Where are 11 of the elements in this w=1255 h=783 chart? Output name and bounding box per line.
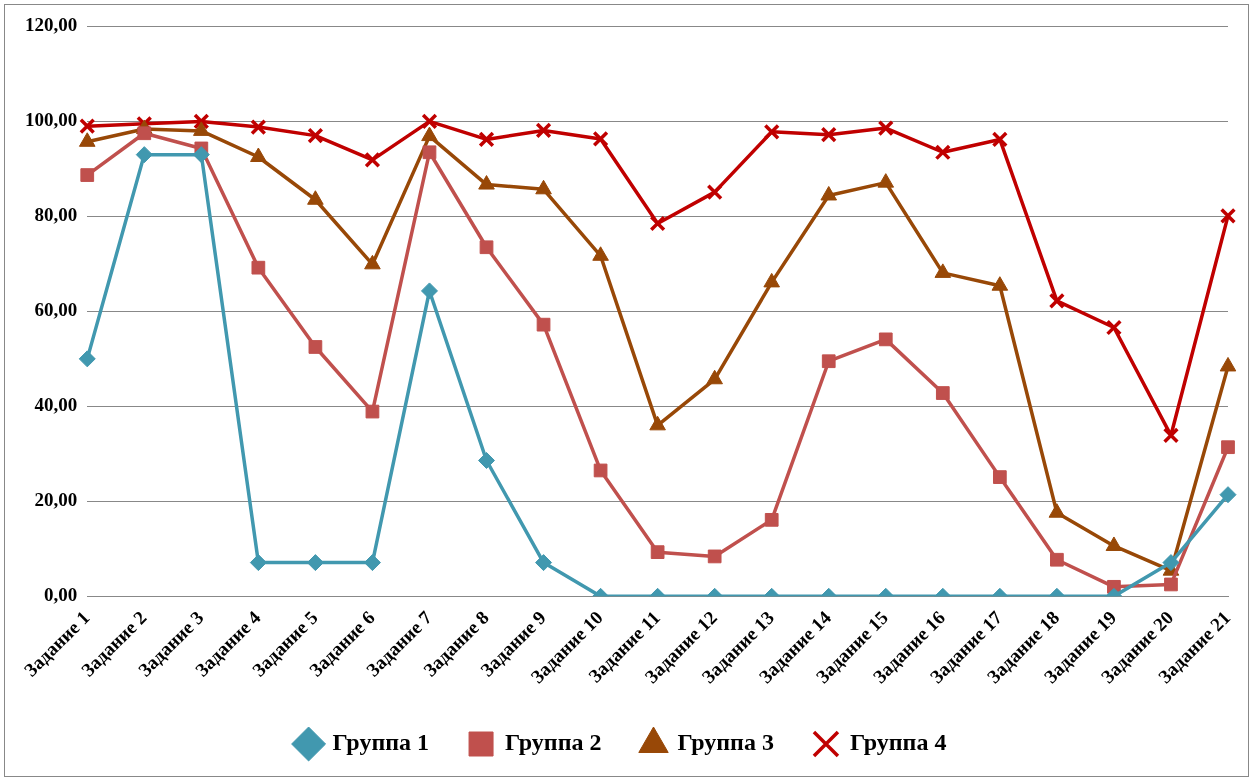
y-tick-label: 20,00 xyxy=(34,489,78,511)
y-tick-label: 120,00 xyxy=(25,14,78,36)
legend-label: Группа 2 xyxy=(505,729,602,756)
legend-label: Группа 4 xyxy=(849,729,947,756)
y-tick-label: 40,00 xyxy=(34,394,78,416)
y-tick-label: 100,00 xyxy=(25,109,78,131)
y-tick-label: 60,00 xyxy=(34,299,78,321)
legend-label: Группа 3 xyxy=(677,729,774,756)
y-tick-label: 0,00 xyxy=(44,584,78,606)
y-tick-label: 80,00 xyxy=(34,204,78,226)
legend-label: Группа 1 xyxy=(332,729,430,756)
